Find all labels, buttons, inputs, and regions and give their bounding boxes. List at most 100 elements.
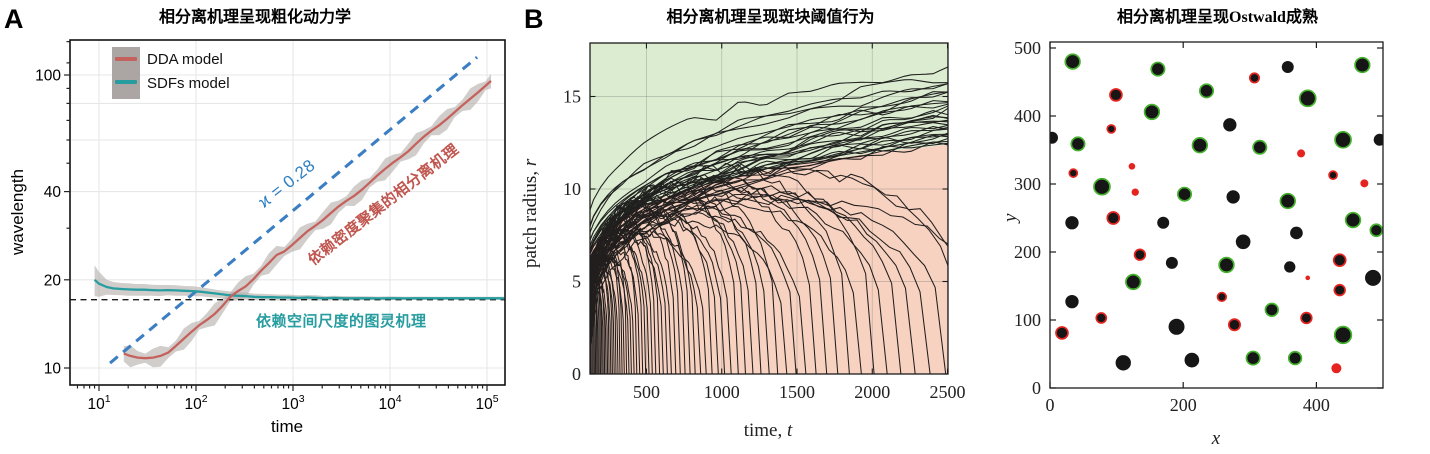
panel-a-letter: A (4, 4, 24, 34)
growing-patch (1070, 136, 1086, 152)
dying-trajectory (590, 191, 888, 374)
panel-a-ylabel: wavelength (8, 168, 27, 255)
slope-guide-line (109, 56, 479, 365)
turing-annotation: 依赖空间尺度的图灵机理 (256, 313, 427, 330)
growing-patch (1218, 256, 1235, 274)
growing-patch (1064, 53, 1081, 70)
dda-curve (123, 80, 492, 360)
dying-trajectory (590, 193, 931, 374)
surviving-trajectory (590, 141, 948, 259)
panel-b-ylabel: patch radius, r (520, 159, 542, 268)
svg-text:103: 103 (281, 393, 304, 413)
surviving-trajectory (590, 105, 948, 251)
shrinking-patch (1300, 311, 1313, 325)
black-patch (1157, 216, 1170, 229)
svg-text:10: 10 (44, 361, 62, 378)
shrinking-patch (1133, 248, 1147, 261)
shrinking-patch (1068, 168, 1079, 178)
surviving-trajectory (590, 110, 948, 253)
dying-trajectory (590, 194, 948, 352)
black-patch (1165, 256, 1178, 269)
surviving-trajectory (590, 138, 948, 282)
panel-c-tick-labels: 0 200 400 0 100 200 300 400 500 (1014, 38, 1330, 415)
shrinking-patch (1248, 72, 1260, 84)
growing-patch (1245, 350, 1261, 366)
growing-patch (1333, 325, 1353, 345)
shrinking-patch (1109, 88, 1123, 102)
svg-text:105: 105 (475, 393, 498, 413)
panel-c-title: 相分离机理呈现Ostwald成熟 (1117, 9, 1318, 26)
shrinking-patch (1333, 283, 1346, 297)
dissolving-patch (1128, 162, 1136, 170)
growing-patch (1252, 139, 1268, 155)
svg-text:104: 104 (378, 393, 401, 413)
panel-a-tick-labels: 101 102 103 104 105 10 20 40 100 (35, 68, 499, 414)
shrinking-patch (1332, 253, 1347, 267)
svg-text:15: 15 (563, 87, 581, 107)
black-patch (1284, 261, 1296, 273)
black-patch (1235, 234, 1251, 250)
shrinking-patch (1328, 170, 1338, 181)
panel-a-data (70, 56, 505, 368)
surviving-trajectory (590, 83, 948, 227)
svg-text:500: 500 (1014, 38, 1041, 58)
svg-text:200: 200 (1014, 242, 1041, 262)
svg-text:2500: 2500 (930, 382, 966, 402)
black-patch (1184, 352, 1200, 368)
panel-c-ticks (1049, 42, 1383, 389)
patch-trajectories (590, 66, 948, 374)
black-patch (1281, 61, 1294, 74)
surviving-trajectory (590, 91, 948, 265)
panel-b-frame (589, 42, 949, 375)
growing-patch (1287, 350, 1303, 366)
growing-patch (1298, 89, 1317, 108)
panel-c-xlabel: x (1211, 428, 1221, 449)
sdfs-curve (93, 278, 505, 300)
svg-text:500: 500 (633, 382, 660, 402)
panel-a-xlabel: time (270, 417, 304, 436)
growing-patch (1344, 211, 1362, 229)
growing-patch (1279, 192, 1296, 210)
dissolving-patch (1360, 179, 1369, 188)
black-patch (1223, 118, 1237, 132)
shrinking-patch (1095, 312, 1108, 324)
dda-legend-line (115, 57, 137, 61)
growing-patch (1177, 186, 1193, 202)
sdfs-band (94, 265, 505, 301)
panel-a-title: 相分离机理呈现粗化动力学 (158, 9, 351, 26)
panel-c-plot: 0 200 400 0 100 200 300 400 500 (1014, 38, 1384, 415)
surviving-trajectory (590, 126, 948, 265)
panel-a-plot: 101 102 103 104 105 10 20 40 100 (35, 39, 506, 414)
svg-text:40: 40 (44, 184, 62, 201)
black-patch (1365, 269, 1381, 286)
panel-c-ylabel: y (1000, 213, 1021, 222)
black-patch (1065, 294, 1079, 309)
svg-text:100: 100 (35, 68, 61, 85)
growing-patch (1334, 130, 1352, 149)
growing-patch (1264, 302, 1279, 317)
black-patch (1050, 131, 1058, 144)
svg-text:5: 5 (572, 272, 581, 292)
black-patch (1373, 133, 1383, 146)
legend-label-sdfs: SDFs model (147, 75, 230, 92)
shrinking-patch (1055, 326, 1069, 340)
sdfs-legend-line (115, 80, 137, 84)
panel-b-xlabel: time, t (698, 420, 838, 442)
dissolving-patch (1297, 149, 1306, 158)
shrinking-patch (1216, 291, 1228, 303)
black-patch (1168, 318, 1185, 335)
panel-b-title: 相分离机理呈现斑块阈值行为 (666, 9, 875, 26)
svg-text:400: 400 (1303, 395, 1330, 415)
panel-b-xlabel-var: t (787, 420, 793, 441)
growing-patch (1143, 103, 1161, 121)
svg-text:200: 200 (1170, 395, 1197, 415)
svg-text:1000: 1000 (704, 382, 740, 402)
surviving-trajectory (590, 120, 948, 241)
panel-a-grid (70, 40, 505, 385)
svg-text:1500: 1500 (779, 382, 815, 402)
panel-b-ticks (590, 43, 949, 375)
surviving-trajectory (590, 66, 948, 212)
dying-trajectory (590, 193, 947, 374)
